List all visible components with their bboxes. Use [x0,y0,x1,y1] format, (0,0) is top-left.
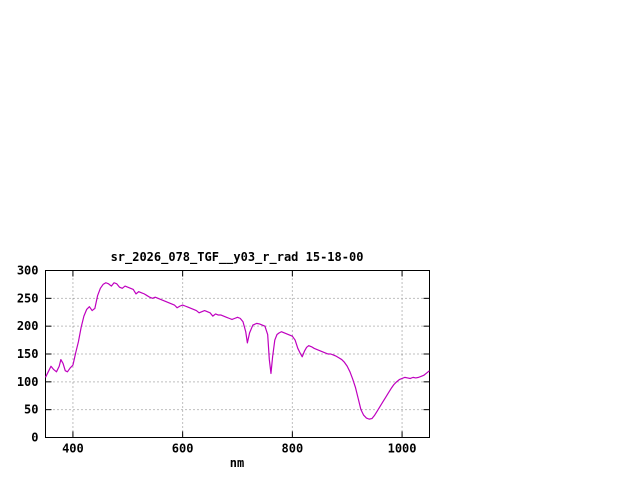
y-tick-label: 300 [17,264,39,278]
y-tick-label: 50 [24,403,38,417]
y-tick-label: 0 [31,431,38,445]
chart-ticks [45,270,430,438]
x-tick-label: 1000 [388,442,417,456]
y-tick-label: 100 [17,375,39,389]
y-tick-label: 250 [17,291,39,305]
chart-grid [45,270,430,438]
x-tick-label: 800 [282,442,304,456]
x-axis-label: nm [230,456,244,470]
x-tick-label: 400 [62,442,84,456]
chart-title: sr_2026_078_TGF__y03_r_rad 15-18-00 [111,250,364,265]
x-tick-label: 600 [172,442,194,456]
y-tick-label: 150 [17,347,39,361]
chart-tick-labels: 400 600 800 1000 0 50 100 150 200 250 300 [17,264,417,456]
y-tick-label: 200 [17,319,39,333]
radiance-curve [44,282,430,420]
